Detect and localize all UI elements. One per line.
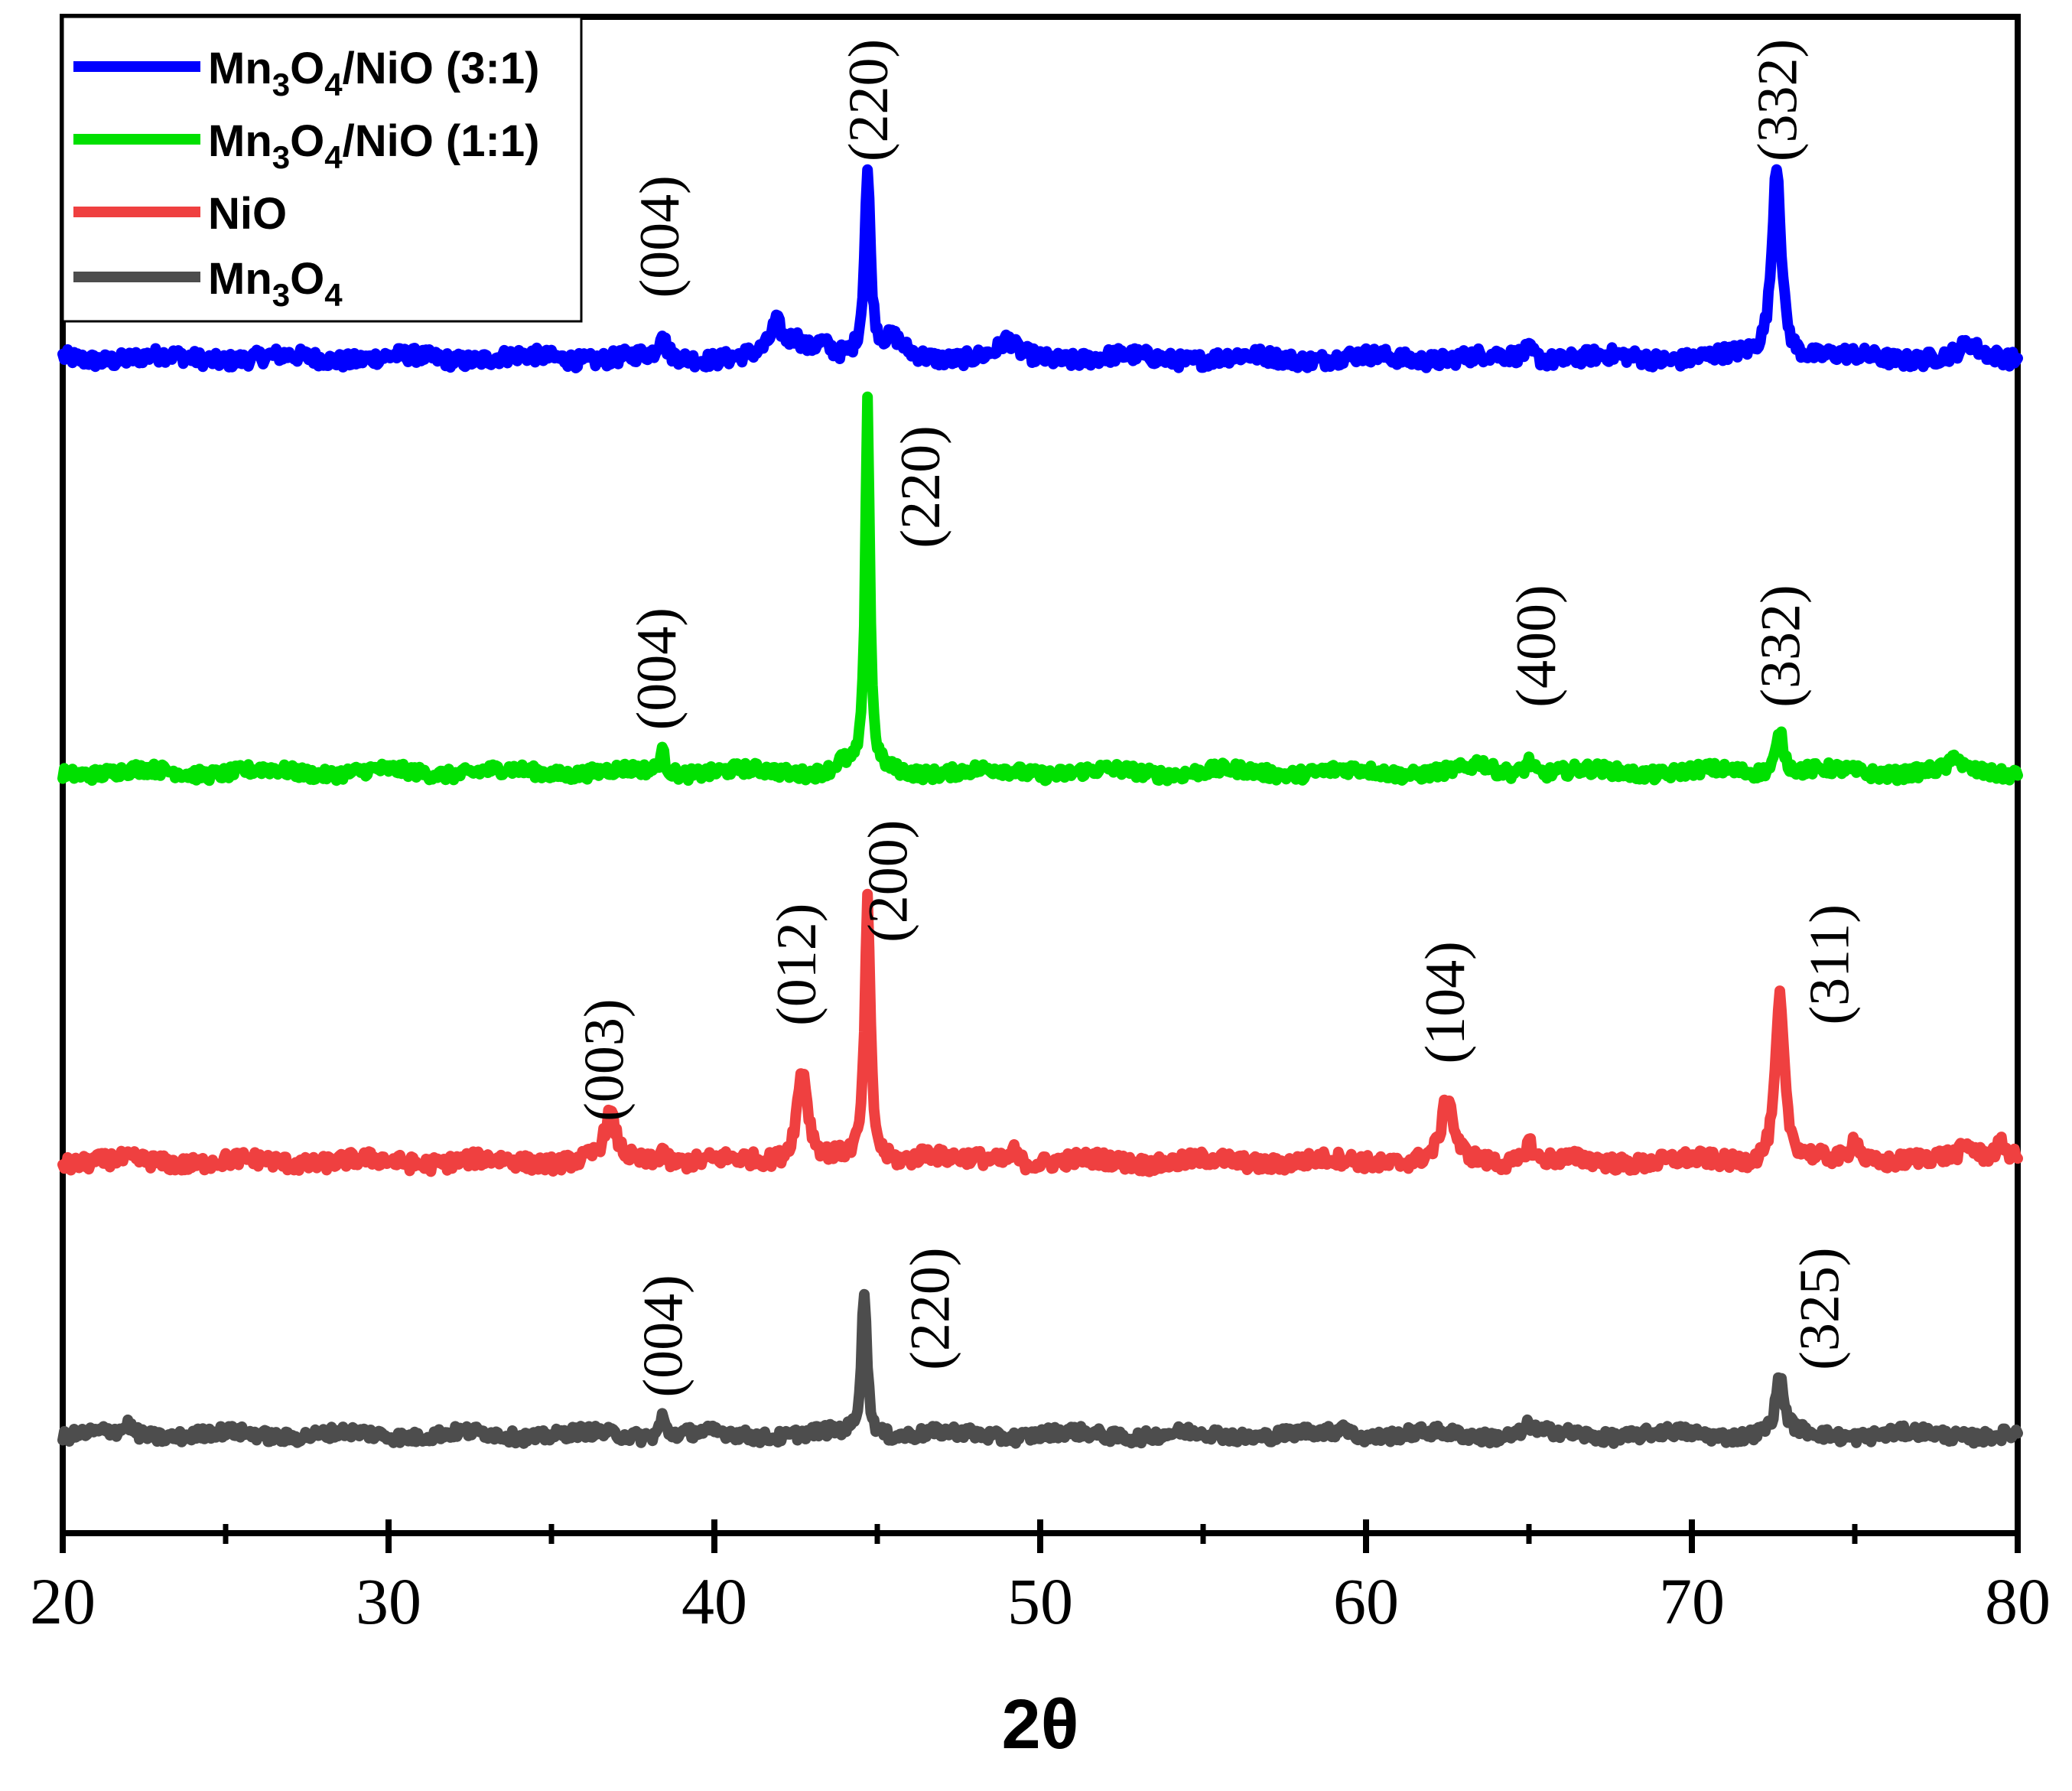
- x-tick-label: 30: [356, 1565, 421, 1638]
- legend-label: Mn3O4: [208, 254, 343, 313]
- peak-label: (004): [629, 175, 691, 298]
- peak-label: (200): [857, 820, 919, 943]
- peak-label: (311): [1798, 904, 1861, 1025]
- series-line-3: [57, 1288, 2023, 1449]
- peak-label: (332): [1746, 39, 1809, 161]
- legend-label: Mn3O4/NiO (1:1): [208, 116, 539, 175]
- peak-label: (400): [1505, 585, 1568, 707]
- legend-label: Mn3O4/NiO (3:1): [208, 44, 539, 103]
- peak-label: (220): [838, 39, 900, 161]
- peak-label: (004): [632, 1275, 694, 1397]
- x-axis: 20 30 40 50 60 70 80: [30, 1519, 2051, 1638]
- peak-label: (012): [766, 904, 828, 1026]
- peak-label: (220): [899, 1248, 962, 1370]
- series-layer: [57, 164, 2023, 1449]
- peak-label: (332): [1750, 585, 1813, 707]
- series-line-2: [57, 888, 2023, 1177]
- peak-labels: (004) (220) (332) (004) (220) (400) (332) (003)…: [574, 39, 1862, 1398]
- x-tick-label: 70: [1659, 1565, 1725, 1638]
- peak-label: (104): [1414, 941, 1477, 1063]
- x-tick-label: 50: [1007, 1565, 1073, 1638]
- x-tick-label: 20: [30, 1565, 96, 1638]
- series-line-1: [57, 391, 2023, 786]
- peak-label: (325): [1789, 1248, 1852, 1370]
- legend: Mn3O4/NiO (3:1) Mn3O4/NiO (1:1) NiO Mn3O4: [61, 15, 583, 323]
- peak-label: (220): [890, 425, 952, 548]
- x-tick-label: 80: [1985, 1565, 2051, 1638]
- peak-label: (004): [626, 607, 688, 730]
- series-line-0: [57, 164, 2023, 373]
- x-axis-label: 2θ: [1002, 1685, 1079, 1763]
- legend-label: NiO: [208, 189, 287, 239]
- peak-label: (003): [574, 998, 636, 1121]
- x-tick-label: 40: [681, 1565, 747, 1638]
- x-tick-label: 60: [1333, 1565, 1399, 1638]
